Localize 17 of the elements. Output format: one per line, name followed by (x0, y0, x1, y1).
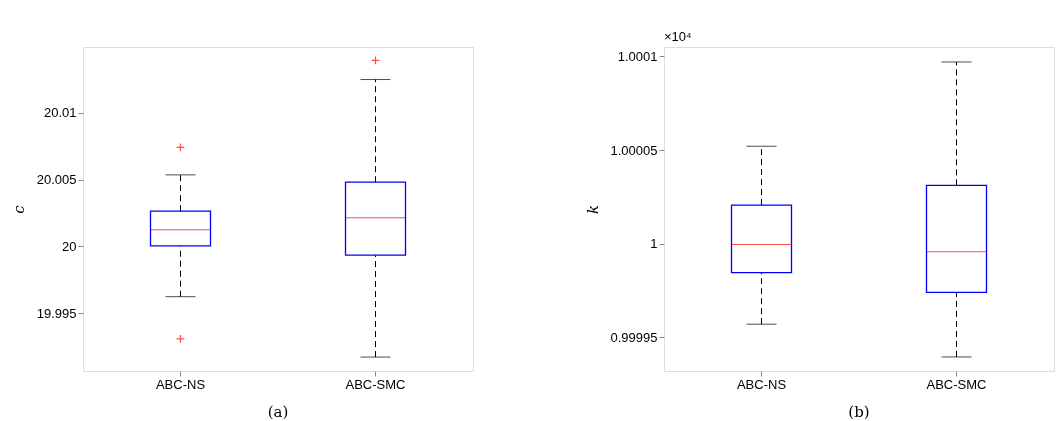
y-tick-label: 1.0001 (617, 48, 658, 64)
y-tick-label: 1 (650, 236, 658, 252)
x-tick-label: ABC-SMC (345, 376, 406, 392)
y-tick-label: 1.00005 (610, 142, 658, 158)
x-tick-label: ABC-NS (736, 376, 787, 392)
x-tick-label: ABC-NS (155, 376, 206, 392)
text: (b) (848, 403, 870, 421)
y-tick-label: 0.99995 (610, 329, 658, 345)
y-axis-title: c (9, 204, 28, 214)
y-tick-label: 20.01 (43, 105, 77, 121)
x-tick-label: ABC-SMC (926, 376, 987, 392)
text: ×10⁴ (664, 29, 692, 44)
y-tick-label: 19.995 (36, 305, 77, 321)
y-tick-label: 20.005 (36, 172, 77, 188)
text: (a) (267, 403, 289, 421)
y-axis-title: k (583, 204, 602, 215)
y-tick-label: 20 (62, 238, 77, 254)
